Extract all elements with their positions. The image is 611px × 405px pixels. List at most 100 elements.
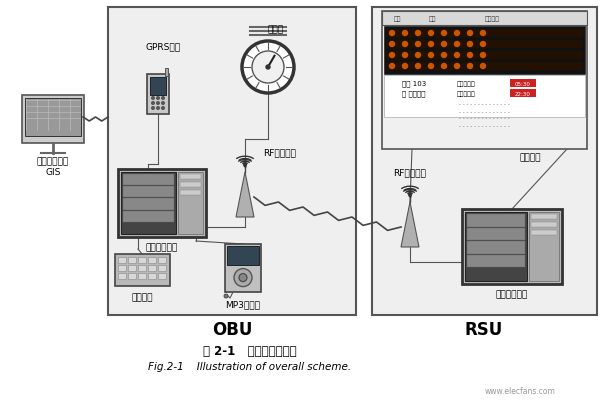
Bar: [382, 12, 587, 26]
Bar: [123, 199, 174, 210]
Circle shape: [467, 43, 472, 47]
Text: 里程表: 里程表: [268, 26, 284, 34]
Bar: [148, 273, 156, 279]
Bar: [467, 255, 525, 268]
Bar: [462, 209, 562, 284]
Text: 线路: 线路: [393, 16, 401, 22]
Bar: [227, 246, 259, 266]
Text: RF通信模块: RF通信模块: [393, 168, 426, 177]
Circle shape: [162, 102, 164, 105]
Bar: [225, 244, 261, 292]
Circle shape: [403, 64, 408, 69]
Bar: [138, 257, 146, 263]
Text: - - - - - - - - - - - - - -: - - - - - - - - - - - - - -: [459, 116, 510, 121]
Bar: [148, 257, 156, 263]
Text: GPRS模块: GPRS模块: [145, 43, 181, 51]
Circle shape: [389, 53, 395, 58]
Text: 至 交大东路: 至 交大东路: [402, 90, 425, 97]
Circle shape: [455, 53, 459, 58]
Text: Fig.2-1    Illustration of overall scheme.: Fig.2-1 Illustration of overall scheme.: [148, 361, 351, 371]
Text: RSU: RSU: [465, 320, 503, 338]
Text: - - - - - - - - - - - - - -: - - - - - - - - - - - - - -: [459, 123, 510, 128]
Circle shape: [428, 53, 433, 58]
Bar: [138, 273, 146, 279]
Circle shape: [389, 43, 395, 47]
Circle shape: [389, 64, 395, 69]
Bar: [118, 170, 206, 237]
Circle shape: [162, 107, 164, 110]
Bar: [180, 183, 201, 188]
Bar: [123, 211, 174, 222]
Bar: [147, 75, 169, 115]
Bar: [22, 96, 84, 144]
Bar: [467, 228, 525, 241]
Circle shape: [480, 43, 486, 47]
Text: 当前站名: 当前站名: [485, 16, 500, 22]
Bar: [150, 78, 166, 96]
Bar: [118, 273, 126, 279]
Text: GIS: GIS: [45, 168, 60, 177]
Bar: [180, 175, 201, 179]
Bar: [128, 257, 136, 263]
Text: MP3报站器: MP3报站器: [225, 300, 260, 309]
Circle shape: [415, 43, 420, 47]
Text: 线路 103: 线路 103: [402, 81, 426, 87]
Bar: [123, 175, 174, 186]
Polygon shape: [236, 173, 254, 217]
Circle shape: [239, 274, 247, 282]
Text: - - - - - - - - - - - - - -: - - - - - - - - - - - - - -: [459, 109, 510, 114]
Circle shape: [156, 102, 159, 105]
Text: - - - - - - - - - - - - - -: - - - - - - - - - - - - - -: [459, 102, 510, 107]
Circle shape: [428, 64, 433, 69]
Circle shape: [156, 107, 159, 110]
Circle shape: [403, 43, 408, 47]
Bar: [128, 273, 136, 279]
Bar: [531, 222, 557, 228]
Circle shape: [403, 53, 408, 58]
Bar: [180, 190, 201, 196]
Circle shape: [156, 98, 159, 100]
Text: 方向: 方向: [428, 16, 436, 22]
Circle shape: [428, 32, 433, 36]
Circle shape: [428, 43, 433, 47]
Bar: [158, 265, 166, 271]
Bar: [158, 273, 166, 279]
Bar: [510, 90, 536, 98]
Circle shape: [467, 53, 472, 58]
Text: 图 2-1   总体方案示意图: 图 2-1 总体方案示意图: [203, 345, 297, 358]
Circle shape: [234, 269, 252, 287]
Bar: [138, 265, 146, 271]
Circle shape: [415, 53, 420, 58]
Bar: [531, 230, 557, 235]
Circle shape: [244, 165, 246, 167]
Circle shape: [389, 32, 395, 36]
Circle shape: [409, 193, 411, 196]
Bar: [123, 187, 174, 198]
Text: 车载主控单元: 车载主控单元: [146, 243, 178, 252]
Circle shape: [252, 52, 284, 84]
Bar: [118, 265, 126, 271]
Circle shape: [480, 32, 486, 36]
Bar: [529, 213, 559, 281]
Bar: [121, 173, 175, 234]
Circle shape: [415, 64, 420, 69]
Polygon shape: [401, 202, 419, 247]
Circle shape: [415, 32, 420, 36]
Bar: [382, 12, 587, 149]
Bar: [386, 41, 583, 49]
Bar: [467, 215, 525, 227]
Circle shape: [455, 43, 459, 47]
Circle shape: [455, 64, 459, 69]
Bar: [465, 213, 527, 281]
Bar: [386, 30, 583, 38]
Circle shape: [266, 66, 270, 70]
Circle shape: [224, 294, 228, 298]
Circle shape: [455, 32, 459, 36]
Text: 操作键盘: 操作键盘: [131, 293, 153, 302]
Circle shape: [152, 98, 155, 100]
Bar: [118, 257, 126, 263]
Bar: [372, 8, 597, 315]
Text: 05:30: 05:30: [515, 81, 531, 86]
Circle shape: [467, 64, 472, 69]
Bar: [128, 265, 136, 271]
